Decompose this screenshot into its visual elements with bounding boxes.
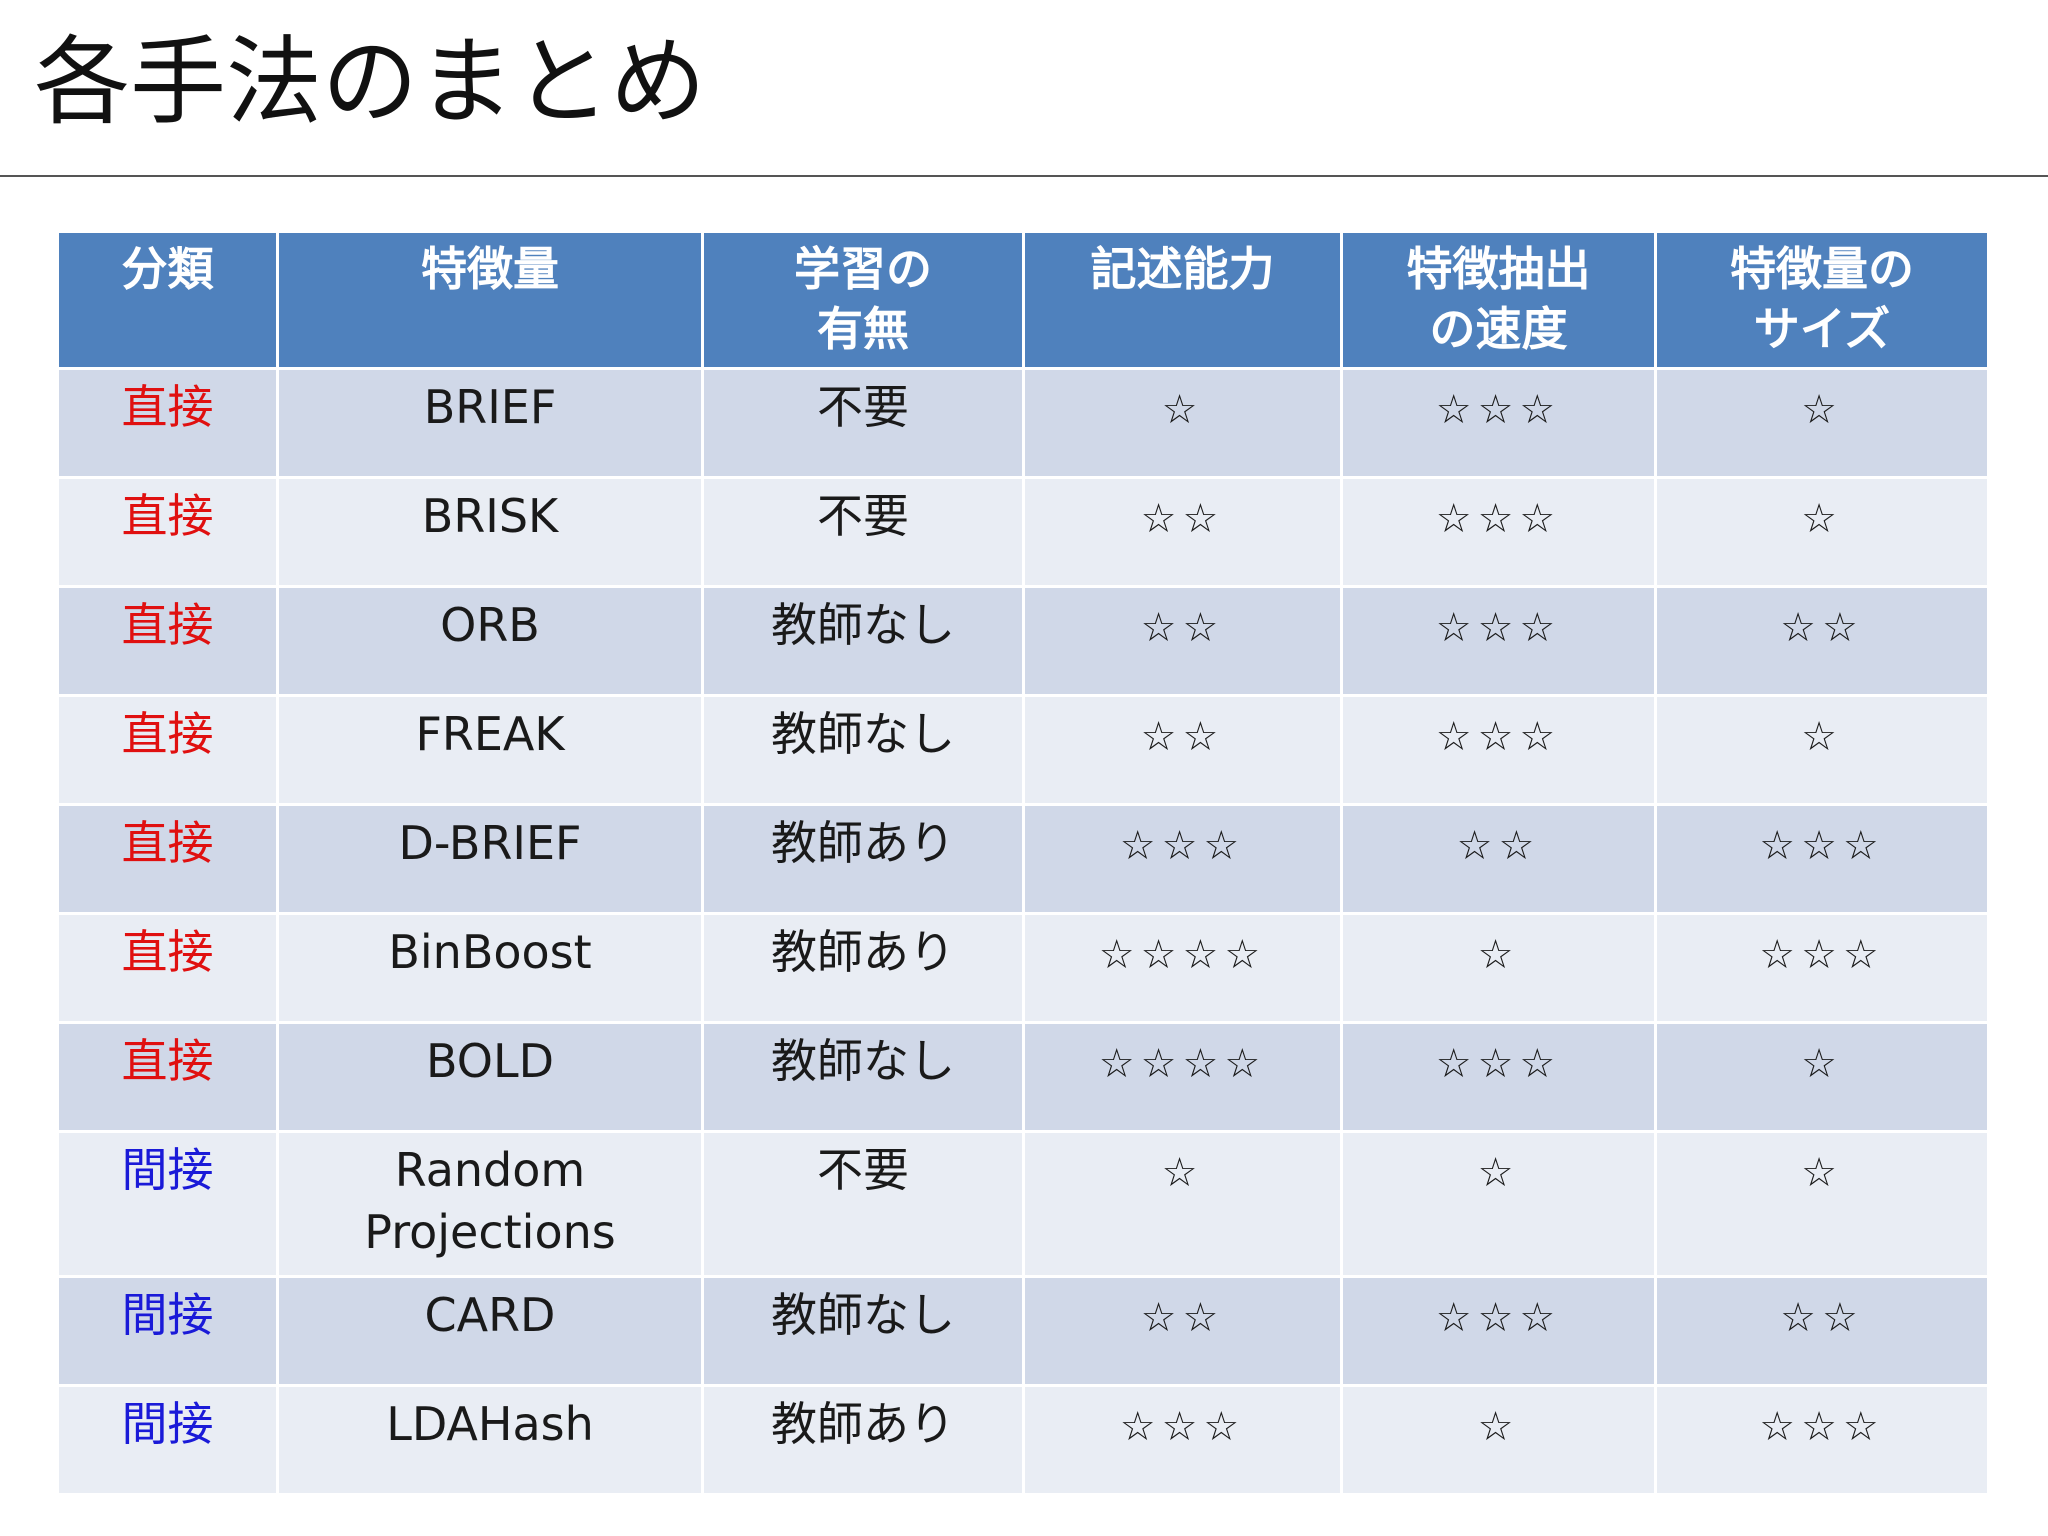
learning-cell: 教師あり [704,806,1022,912]
descriptive-power-cell: ☆☆☆ [1025,1387,1340,1493]
descriptive-power-cell: ☆☆ [1025,479,1340,585]
feature-size-cell: ☆☆ [1657,1278,1987,1384]
extraction-speed-cell: ☆☆☆ [1343,1278,1654,1384]
method-cell: BinBoost [279,915,701,1021]
extraction-speed-cell: ☆ [1343,1387,1654,1493]
category-cell: 直接 [59,915,276,1021]
extraction-speed-cell: ☆☆☆ [1343,370,1654,476]
learning-cell: 不要 [704,1133,1022,1275]
table-row: 直接 BOLD 教師なし ☆☆☆☆ ☆☆☆ ☆ [59,1024,1987,1130]
learning-cell: 教師あり [704,1387,1022,1493]
feature-size-cell: ☆ [1657,370,1987,476]
table-row: 間接 LDAHash 教師あり ☆☆☆ ☆ ☆☆☆ [59,1387,1987,1493]
descriptive-power-cell: ☆☆ [1025,697,1340,803]
feature-size-cell: ☆ [1657,1133,1987,1275]
table-row: 間接 CARD 教師なし ☆☆ ☆☆☆ ☆☆ [59,1278,1987,1384]
category-cell: 直接 [59,1024,276,1130]
descriptive-power-cell: ☆ [1025,1133,1340,1275]
method-cell: Random Projections [279,1133,701,1275]
extraction-speed-cell: ☆☆ [1343,806,1654,912]
method-cell: LDAHash [279,1387,701,1493]
feature-size-cell: ☆☆☆ [1657,806,1987,912]
method-cell: BOLD [279,1024,701,1130]
method-cell: ORB [279,588,701,694]
category-cell: 直接 [59,588,276,694]
extraction-speed-cell: ☆ [1343,1133,1654,1275]
table-header-row: 分類 特徴量 学習の 有無 記述能力 特徴抽出 の速度 特徴量の サイズ [59,233,1987,367]
header-extraction-speed: 特徴抽出 の速度 [1343,233,1654,367]
feature-size-cell: ☆ [1657,1024,1987,1130]
descriptive-power-cell: ☆☆☆☆ [1025,1024,1340,1130]
table-row: 直接 BRIEF 不要 ☆ ☆☆☆ ☆ [59,370,1987,476]
method-cell: BRISK [279,479,701,585]
extraction-speed-cell: ☆☆☆ [1343,697,1654,803]
descriptive-power-cell: ☆☆ [1025,588,1340,694]
method-cell: CARD [279,1278,701,1384]
category-cell: 直接 [59,370,276,476]
slide-title: 各手法のまとめ [34,26,706,138]
header-category: 分類 [59,233,276,367]
learning-cell: 不要 [704,370,1022,476]
learning-cell: 教師なし [704,1024,1022,1130]
methods-summary-table: 分類 特徴量 学習の 有無 記述能力 特徴抽出 の速度 特徴量の サイズ 直接 BRIE… [56,230,1990,1496]
learning-cell: 教師あり [704,915,1022,1021]
learning-cell: 教師なし [704,1278,1022,1384]
table-row: 直接 BRISK 不要 ☆☆ ☆☆☆ ☆ [59,479,1987,585]
extraction-speed-cell: ☆☆☆ [1343,1024,1654,1130]
category-cell: 直接 [59,806,276,912]
learning-cell: 不要 [704,479,1022,585]
method-cell: FREAK [279,697,701,803]
category-cell: 間接 [59,1133,276,1275]
category-cell: 直接 [59,479,276,585]
table-row: 間接 Random Projections 不要 ☆ ☆ ☆ [59,1133,1987,1275]
descriptive-power-cell: ☆☆ [1025,1278,1340,1384]
feature-size-cell: ☆ [1657,479,1987,585]
category-cell: 間接 [59,1278,276,1384]
learning-cell: 教師なし [704,588,1022,694]
header-feature-size: 特徴量の サイズ [1657,233,1987,367]
title-divider [0,175,2048,177]
table-row: 直接 D-BRIEF 教師あり ☆☆☆ ☆☆ ☆☆☆ [59,806,1987,912]
header-descriptive-power: 記述能力 [1025,233,1340,367]
feature-size-cell: ☆☆☆ [1657,1387,1987,1493]
category-cell: 間接 [59,1387,276,1493]
category-cell: 直接 [59,697,276,803]
extraction-speed-cell: ☆☆☆ [1343,479,1654,585]
extraction-speed-cell: ☆ [1343,915,1654,1021]
method-cell: D-BRIEF [279,806,701,912]
header-feature: 特徴量 [279,233,701,367]
table-row: 直接 ORB 教師なし ☆☆ ☆☆☆ ☆☆ [59,588,1987,694]
descriptive-power-cell: ☆☆☆☆ [1025,915,1340,1021]
descriptive-power-cell: ☆ [1025,370,1340,476]
feature-size-cell: ☆☆ [1657,588,1987,694]
feature-size-cell: ☆ [1657,697,1987,803]
method-cell: BRIEF [279,370,701,476]
extraction-speed-cell: ☆☆☆ [1343,588,1654,694]
descriptive-power-cell: ☆☆☆ [1025,806,1340,912]
table-row: 直接 BinBoost 教師あり ☆☆☆☆ ☆ ☆☆☆ [59,915,1987,1021]
learning-cell: 教師なし [704,697,1022,803]
header-learning: 学習の 有無 [704,233,1022,367]
table-row: 直接 FREAK 教師なし ☆☆ ☆☆☆ ☆ [59,697,1987,803]
feature-size-cell: ☆☆☆ [1657,915,1987,1021]
